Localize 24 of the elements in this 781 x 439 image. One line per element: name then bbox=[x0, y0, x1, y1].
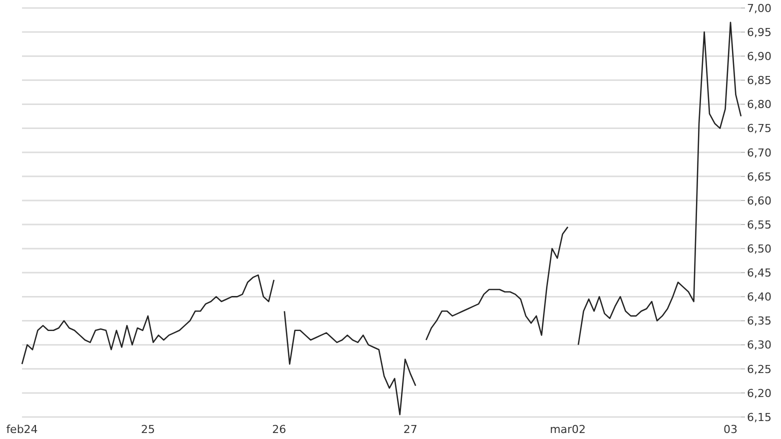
y-tick-label: 6,75 bbox=[747, 122, 772, 136]
y-tick-label: 7,00 bbox=[747, 2, 772, 15]
x-tick-label: 03 bbox=[724, 422, 738, 436]
x-tick-label: feb24 bbox=[6, 422, 38, 436]
y-tick-label: 6,45 bbox=[747, 266, 772, 280]
y-tick-label: 6,25 bbox=[747, 362, 772, 376]
y-tick-label: 6,95 bbox=[747, 26, 772, 39]
x-tick-label: 26 bbox=[272, 422, 286, 436]
y-tick-label: 6,15 bbox=[747, 410, 772, 424]
y-tick-label: 6,55 bbox=[747, 218, 772, 232]
y-tick-label: 6,80 bbox=[747, 98, 772, 112]
x-tick-label: 27 bbox=[403, 422, 418, 436]
x-tick-label: mar02 bbox=[550, 422, 586, 436]
y-tick-label: 6,30 bbox=[747, 338, 772, 352]
y-tick-label: 6,65 bbox=[747, 170, 772, 184]
y-tick-label: 6,85 bbox=[747, 74, 772, 88]
x-tick-label: 25 bbox=[140, 422, 155, 436]
y-tick-label: 6,20 bbox=[747, 386, 772, 400]
y-tick-label: 6,90 bbox=[747, 50, 772, 64]
y-tick-label: 6,70 bbox=[747, 146, 772, 160]
y-tick-label: 6,60 bbox=[747, 194, 772, 208]
y-tick-label: 6,50 bbox=[747, 242, 772, 256]
y-tick-label: 6,40 bbox=[747, 290, 772, 304]
y-tick-label: 6,35 bbox=[747, 314, 772, 328]
